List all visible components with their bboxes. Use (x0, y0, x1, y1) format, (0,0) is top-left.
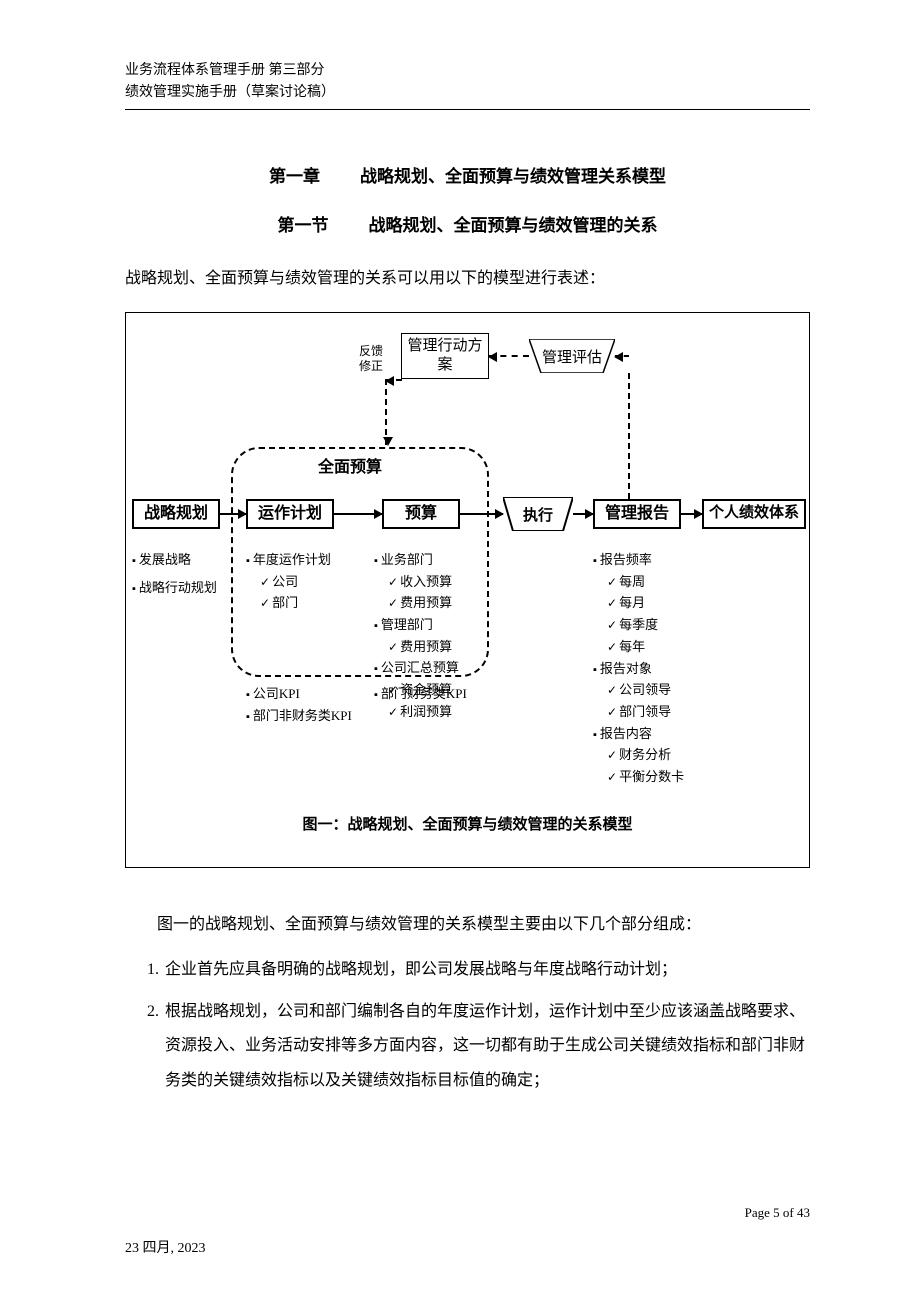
node-report: 管理报告 (593, 499, 681, 529)
feedback-label: 反馈 修正 (359, 344, 383, 373)
budget-title: 全面预算 (312, 453, 388, 477)
header-line1: 业务流程体系管理手册 第三部分 (125, 60, 810, 82)
section-title: 战略规划、全面预算与绩效管理的关系 (369, 216, 658, 235)
arrow-3 (460, 513, 503, 515)
list-item-2: 2. 根据战略规划，公司和部门编制各自的年度运作计划，运作计划中至少应该涵盖战略… (125, 995, 810, 1098)
node-action-plan: 管理行动方案 (401, 333, 489, 379)
node-opplan: 运作计划 (246, 499, 334, 529)
intro-text: 战略规划、全面预算与绩效管理的关系可以用以下的模型进行表述： (125, 264, 810, 294)
body-lead: 图一的战略规划、全面预算与绩效管理的关系模型主要由以下几个部分组成： (125, 908, 810, 942)
col-report: 报告频率 每周 每月 每季度 每年 报告对象 公司领导 部门领导 报告内容 财务… (593, 549, 684, 788)
arrow-1 (220, 513, 246, 515)
arrow-4 (573, 513, 593, 515)
node-strategy: 战略规划 (132, 499, 220, 529)
arrow-action-down (385, 379, 387, 445)
arrow-2 (334, 513, 382, 515)
chapter-title: 战略规划、全面预算与绩效管理关系模型 (360, 167, 666, 186)
col-opplan-kpi: 公司KPI 部门非财务类KPI (246, 683, 352, 726)
diagram-caption: 图一：战略规划、全面预算与绩效管理的关系模型 (126, 813, 809, 834)
col-strategy: 发展战略 战略行动规划 (132, 549, 217, 598)
col-budget-kpi: 部门财务类KPI (374, 683, 467, 704)
page-number: Page 5 of 43 (745, 1205, 810, 1221)
chapter-num: 第一章 (269, 162, 320, 187)
arrow-5 (681, 513, 702, 515)
node-execute: 执行 (503, 497, 573, 531)
arrow-into-eval (615, 355, 629, 357)
header-line2: 绩效管理实施手册（草案讨论稿） (125, 82, 810, 104)
diagram-container: 反馈 修正 管理行动方案 管理评估 全面预算 战略规划 运作计划 预算 (125, 312, 810, 868)
node-budget: 预算 (382, 499, 460, 529)
arrow-report-up (628, 373, 630, 499)
arrow-action-left (386, 379, 402, 381)
section-num: 第一节 (278, 211, 329, 236)
col-opplan: 年度运作计划 公司 部门 (246, 549, 331, 614)
page-header: 业务流程体系管理手册 第三部分 绩效管理实施手册（草案讨论稿） (125, 60, 810, 110)
section-heading: 第一节 战略规划、全面预算与绩效管理的关系 (125, 211, 810, 236)
list-item-1: 1. 企业首先应具备明确的战略规划，即公司发展战略与年度战略行动计划； (125, 953, 810, 987)
node-personal: 个人绩效体系 (702, 499, 806, 529)
page-date: 23 四月, 2023 (125, 1237, 206, 1257)
node-eval: 管理评估 (529, 339, 615, 373)
arrow-eval-to-action (489, 355, 529, 357)
body-text: 图一的战略规划、全面预算与绩效管理的关系模型主要由以下几个部分组成： 1. 企业… (125, 908, 810, 1098)
chapter-heading: 第一章 战略规划、全面预算与绩效管理关系模型 (125, 162, 810, 187)
